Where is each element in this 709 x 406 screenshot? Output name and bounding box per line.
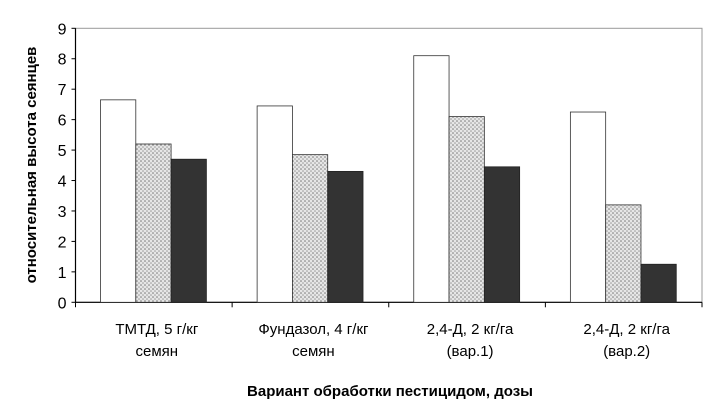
y-tick-label: 5	[58, 143, 67, 160]
x-category-label: 2,4-Д, 2 кг/га	[427, 321, 514, 338]
x-category-label: семян	[292, 343, 335, 360]
x-category-label: (вар.2)	[603, 343, 650, 360]
y-tick-label: 0	[58, 295, 67, 312]
x-category-label: 2,4-Д, 2 кг/га	[583, 321, 670, 338]
bar	[256, 105, 293, 303]
y-tick-label: 6	[58, 113, 67, 130]
y-axis-title: относительная высота сеянцев	[23, 47, 40, 284]
y-tick-label: 7	[58, 82, 67, 99]
bar	[448, 116, 485, 303]
x-category-label: семян	[136, 343, 179, 360]
bar	[135, 143, 172, 303]
bar	[100, 99, 137, 303]
y-tick-label: 8	[58, 52, 67, 69]
y-tick-label: 1	[58, 265, 67, 282]
bar	[327, 170, 364, 303]
y-tick-label: 2	[58, 234, 67, 251]
bar	[292, 154, 329, 303]
bar	[605, 204, 642, 303]
bar	[640, 263, 677, 303]
bar	[170, 158, 207, 303]
bar	[569, 111, 607, 303]
y-tick-label: 3	[58, 204, 67, 221]
y-tick-label: 9	[58, 21, 67, 38]
bar	[483, 166, 521, 303]
bar	[413, 55, 450, 303]
x-category-label: Фундазол, 4 г/кг	[258, 321, 369, 338]
x-axis-title: Вариант обработки пестицидом, дозы	[247, 383, 533, 400]
y-tick-label: 4	[58, 174, 67, 191]
x-category-label: ТМТД, 5 г/кг	[115, 321, 199, 338]
x-category-label: (вар.1)	[447, 343, 494, 360]
